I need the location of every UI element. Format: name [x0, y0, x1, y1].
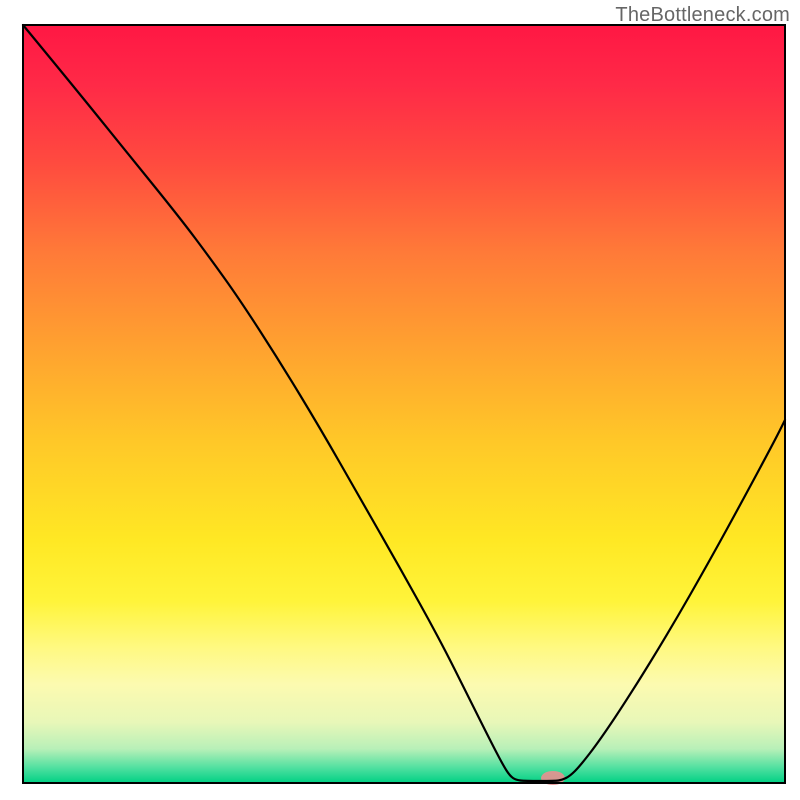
- chart-container: { "chart": { "type": "line", "width": 80…: [0, 0, 800, 800]
- bottleneck-chart: [0, 0, 800, 800]
- watermark-label: TheBottleneck.com: [615, 4, 790, 27]
- chart-background: [23, 25, 785, 783]
